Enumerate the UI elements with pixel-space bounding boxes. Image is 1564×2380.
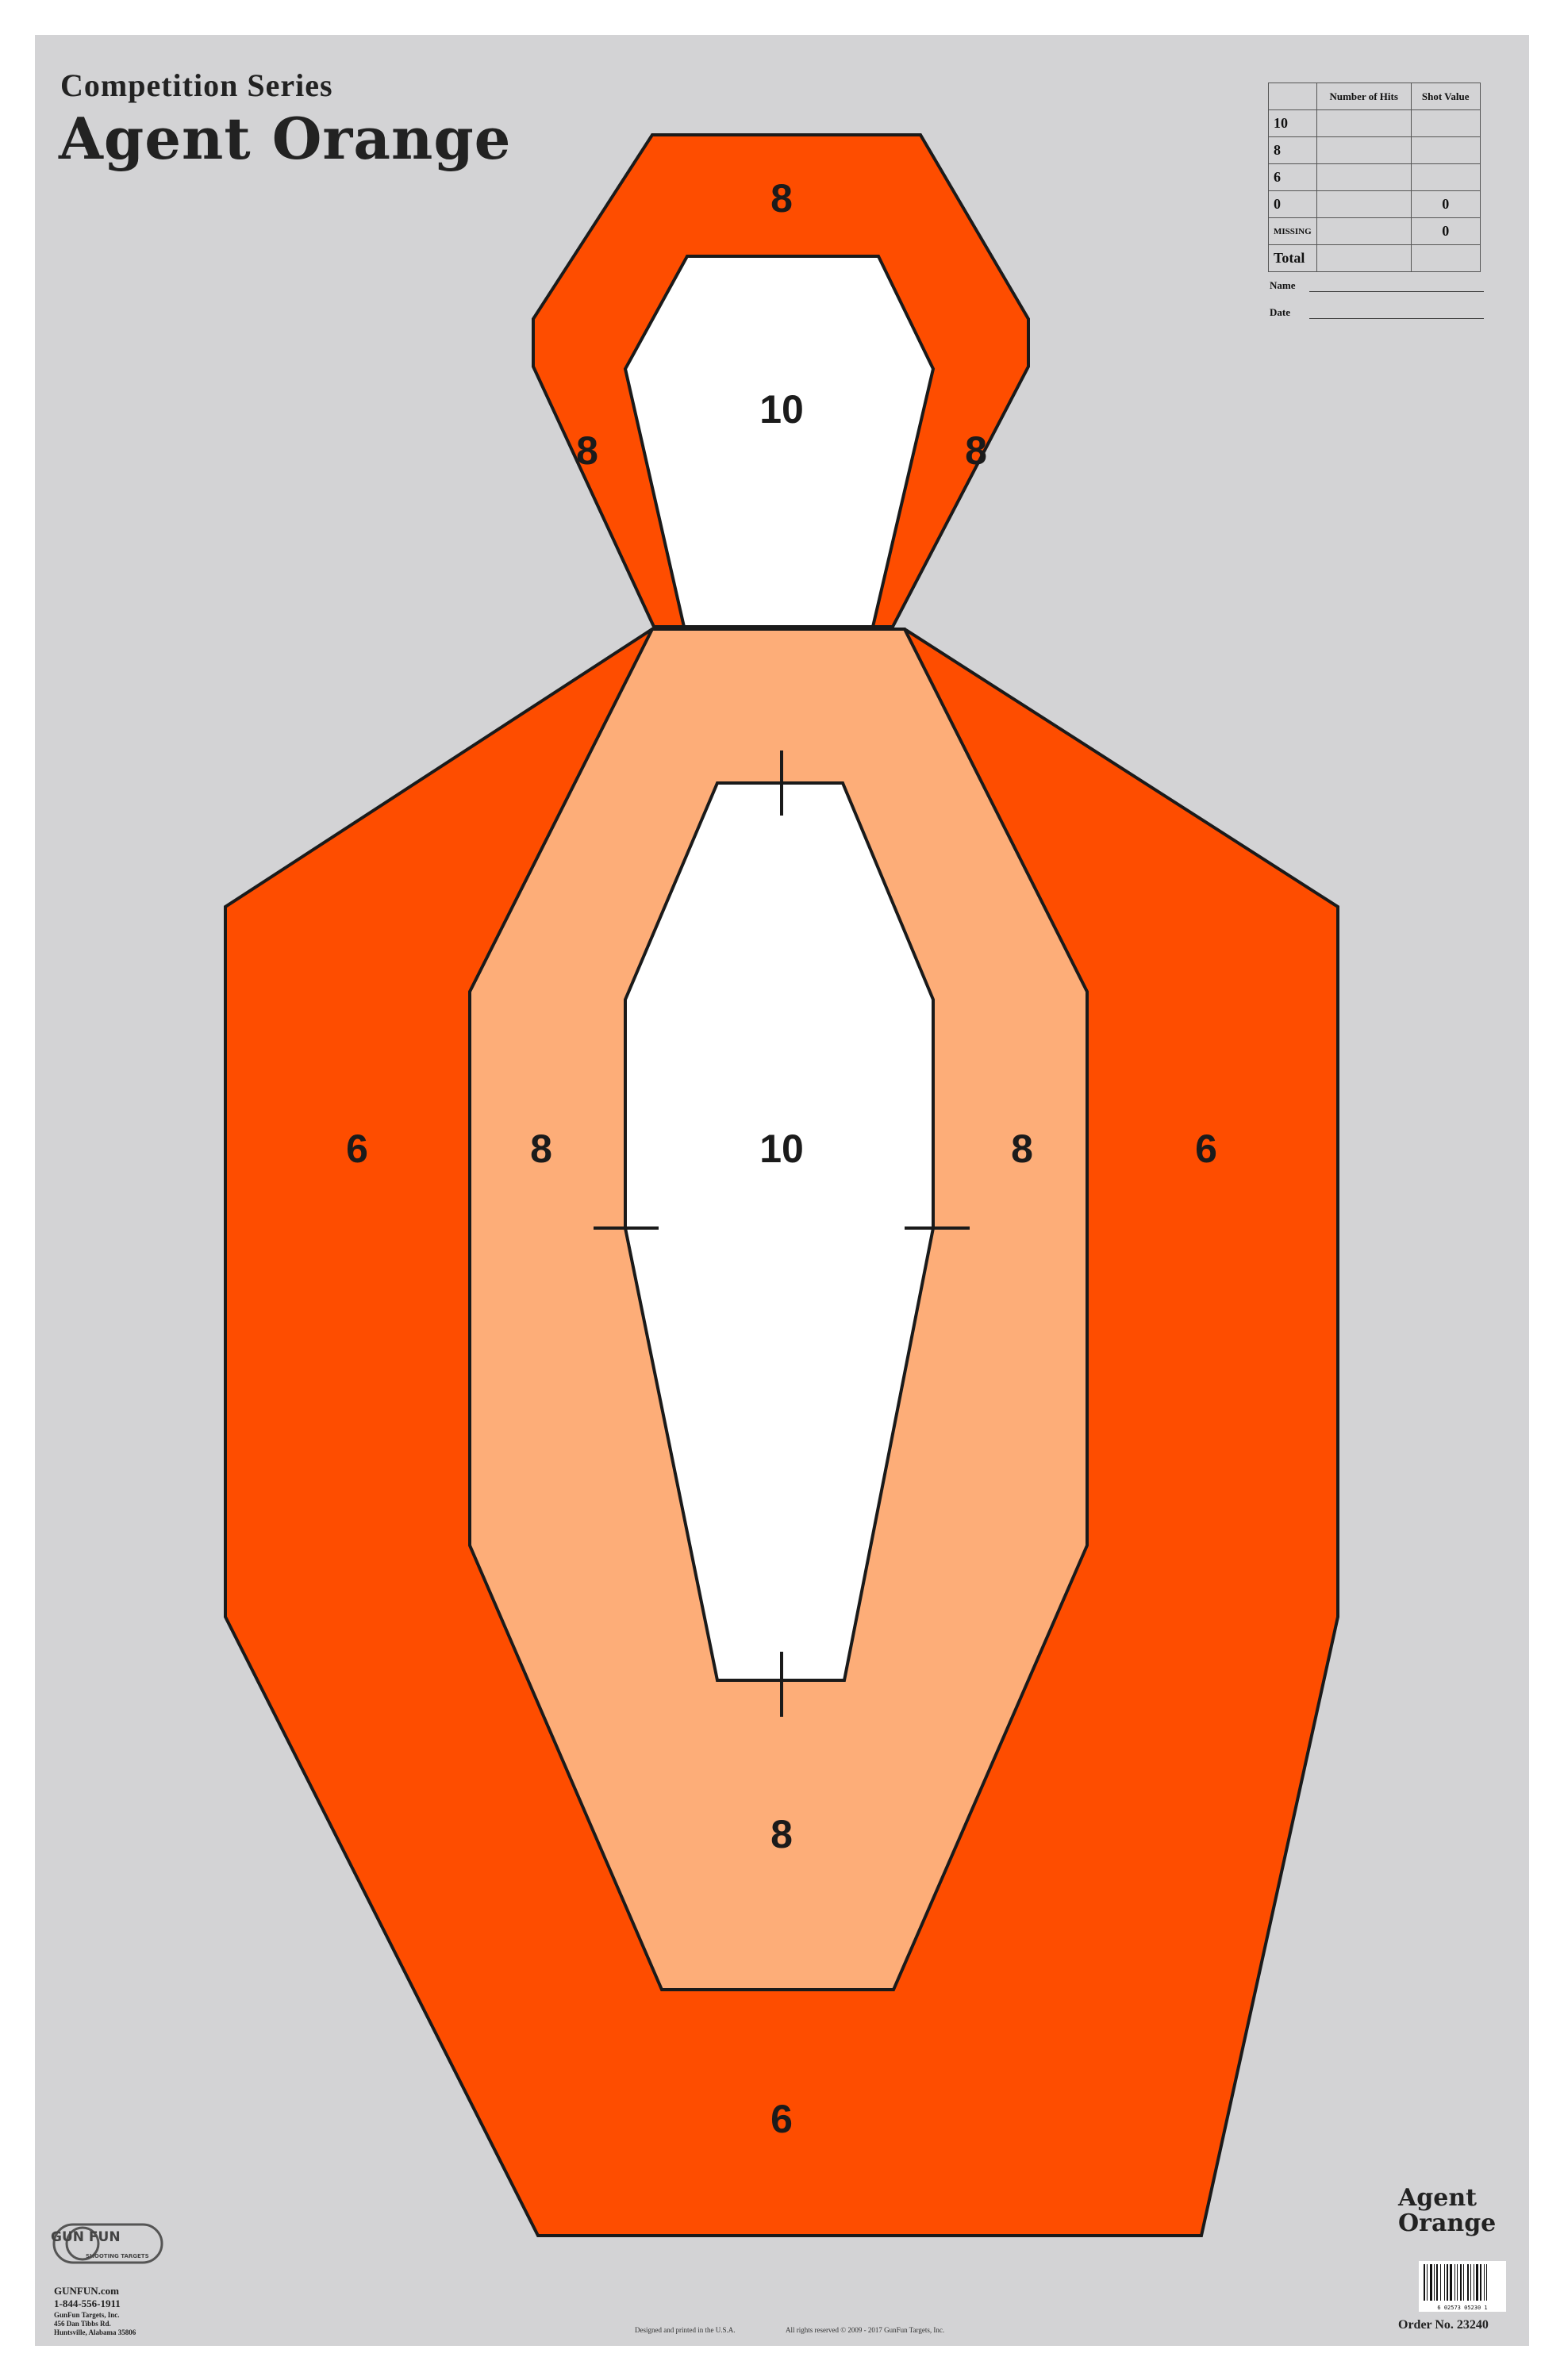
- score-table-header: Number of Hits Shot Value: [1268, 83, 1481, 110]
- row-label: 10: [1268, 109, 1317, 137]
- website-link[interactable]: GUNFUN.com: [54, 2285, 119, 2297]
- barcode-bar: [1470, 2264, 1471, 2301]
- hits-cell[interactable]: [1316, 217, 1412, 245]
- head-right-score: 8: [965, 428, 987, 473]
- row-label: MISSING: [1268, 217, 1317, 245]
- barcode-bar: [1484, 2264, 1485, 2301]
- value-cell[interactable]: 0: [1410, 190, 1481, 218]
- row-label: 8: [1268, 136, 1317, 164]
- head-left-score: 8: [576, 428, 598, 473]
- value-cell[interactable]: [1410, 244, 1481, 272]
- value-cell[interactable]: [1410, 163, 1481, 191]
- body-middle-left-score: 8: [530, 1127, 552, 1171]
- page-title: Agent Orange: [59, 105, 512, 172]
- row-label: 0: [1268, 190, 1317, 218]
- barcode-bar: [1440, 2264, 1441, 2301]
- tick-marks: [594, 750, 970, 1717]
- table-row: 10: [1268, 109, 1481, 137]
- date-line[interactable]: [1309, 318, 1484, 319]
- body-outer-bottom-score: 6: [770, 2097, 793, 2141]
- header-blank: [1268, 83, 1317, 110]
- silhouette-target: 8 8 8 10 6 8 10 8 6 8 6: [224, 133, 1339, 2237]
- product-title: Agent Orange: [1398, 2186, 1496, 2236]
- score-table: Number of Hits Shot Value 10 8 6 0: [1268, 83, 1481, 272]
- logo-crosshair-icon: [65, 2226, 100, 2261]
- barcode-bar: [1447, 2264, 1448, 2301]
- made-in-note: Designed and printed in the U.S.A.: [635, 2326, 736, 2334]
- barcode-bar: [1457, 2264, 1458, 2301]
- body-outer-right-score: 6: [1195, 1127, 1217, 1171]
- value-cell[interactable]: [1410, 109, 1481, 137]
- barcode-bar: [1460, 2264, 1462, 2301]
- barcode-bar: [1454, 2264, 1455, 2301]
- barcode-bar: [1430, 2264, 1432, 2301]
- table-row: 6: [1268, 163, 1481, 191]
- logo-text: GUN FUN: [51, 2229, 121, 2245]
- value-cell[interactable]: [1410, 136, 1481, 164]
- body-middle-bottom-score: 8: [770, 1812, 793, 1856]
- date-field[interactable]: Date: [1270, 303, 1484, 321]
- table-row: 0 0: [1268, 190, 1481, 218]
- head-center-score: 10: [759, 387, 804, 432]
- row-label: 6: [1268, 163, 1317, 191]
- barcode-bar: [1434, 2264, 1435, 2301]
- product-title-line1: Agent: [1398, 2184, 1478, 2212]
- barcode-bar: [1480, 2264, 1481, 2301]
- barcode-bar: [1450, 2264, 1452, 2301]
- name-line[interactable]: [1309, 291, 1484, 292]
- barcode: 6 02573 05230 1: [1419, 2261, 1506, 2312]
- body-center-zone: [624, 781, 935, 1682]
- barcode-bar: [1476, 2264, 1478, 2301]
- table-row: MISSING 0: [1268, 217, 1481, 245]
- table-row: 8: [1268, 136, 1481, 164]
- barcode-bar: [1486, 2264, 1487, 2301]
- body-middle-right-score: 8: [1011, 1127, 1033, 1171]
- body-center-score: 10: [759, 1127, 804, 1171]
- company-name: GunFun Targets, Inc.: [54, 2310, 120, 2319]
- logo-subtext: SHOOTING TARGETS: [86, 2253, 149, 2259]
- street-address: 456 Dan Tibbs Rd.: [54, 2319, 111, 2328]
- name-label: Name: [1270, 279, 1296, 291]
- head-top-score: 8: [770, 176, 793, 221]
- barcode-bar: [1424, 2264, 1425, 2301]
- barcode-digits: 6 02573 05230 1: [1437, 2305, 1488, 2311]
- rights-note: All rights reserved © 2009 - 2017 GunFun…: [786, 2326, 945, 2334]
- order-number: Order No. 23240: [1398, 2318, 1489, 2332]
- hits-cell[interactable]: [1316, 190, 1412, 218]
- head-center-zone: [623, 255, 936, 628]
- barcode-icon: [1424, 2264, 1487, 2301]
- value-cell[interactable]: 0: [1410, 217, 1481, 245]
- barcode-bar: [1427, 2264, 1428, 2301]
- table-row: Total: [1268, 244, 1481, 272]
- contact-block: GUNFUN.com 1-844-556-1911 GunFun Targets…: [54, 2285, 136, 2337]
- header-number-of-hits: Number of Hits: [1316, 83, 1412, 110]
- logo-frame: [52, 2223, 163, 2264]
- hits-cell[interactable]: [1316, 109, 1412, 137]
- product-title-line2: Orange: [1398, 2209, 1497, 2237]
- row-label: Total: [1268, 244, 1317, 272]
- gunfun-logo: [52, 2223, 163, 2264]
- barcode-bar: [1436, 2264, 1438, 2301]
- header-shot-value: Shot Value: [1410, 83, 1481, 110]
- hits-cell[interactable]: [1316, 244, 1412, 272]
- series-title: Competition Series: [60, 67, 333, 103]
- hits-cell[interactable]: [1316, 163, 1412, 191]
- city-address: Huntsville, Alabama 35806: [54, 2328, 136, 2336]
- barcode-bar: [1463, 2264, 1464, 2301]
- hits-cell[interactable]: [1316, 136, 1412, 164]
- name-field[interactable]: Name: [1270, 276, 1484, 294]
- date-label: Date: [1270, 306, 1290, 318]
- barcode-bar: [1467, 2264, 1469, 2301]
- body-outer-left-score: 6: [346, 1127, 368, 1171]
- barcode-bar: [1444, 2264, 1445, 2301]
- target-sheet: 8 8 8 10 6 8 10 8 6 8 6 Competition Seri…: [35, 35, 1529, 2346]
- phone-number: 1-844-556-1911: [54, 2297, 121, 2310]
